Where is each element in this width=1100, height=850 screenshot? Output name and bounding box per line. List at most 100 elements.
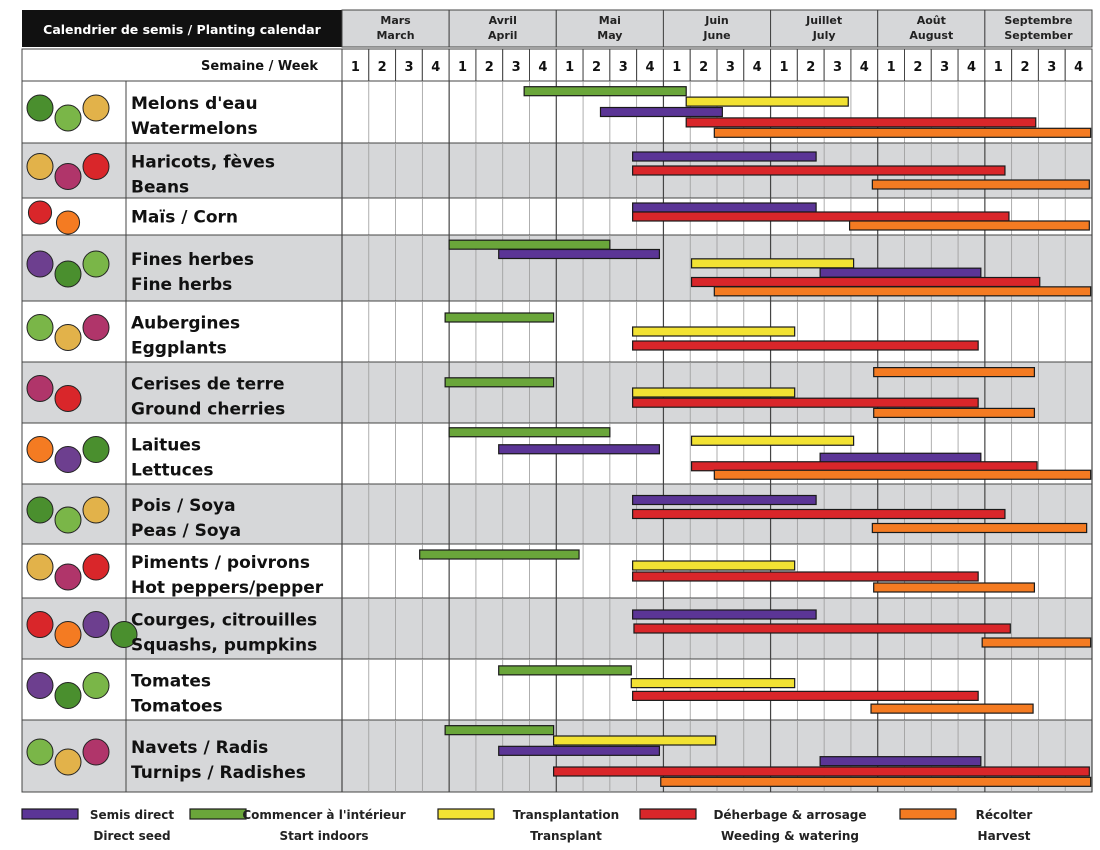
week-number: 1 (779, 60, 788, 75)
bar-weeding (553, 766, 1090, 777)
bar-weeding (632, 340, 979, 351)
week-number: 4 (431, 60, 440, 75)
week-number: 3 (833, 60, 842, 75)
week-number: 1 (887, 60, 896, 75)
physalis-icon (54, 385, 82, 412)
bar-direct-seed (819, 267, 982, 278)
crop-icons (26, 496, 110, 534)
crop-icons (26, 250, 110, 288)
legend-label-en: Start indoors (279, 829, 368, 843)
header-title-bg (22, 10, 342, 47)
spinach-icon (26, 738, 54, 766)
bar-transplant (553, 735, 717, 746)
week-label-bg (21, 48, 343, 82)
ground-cherry-icon (26, 375, 54, 402)
month-fr-label: Mai (599, 14, 621, 27)
label-layer: Melons d'eau Watermelons Haricots, fèves Be… (26, 94, 324, 783)
legend: Semis direct Direct seed Commencer à l'int… (21, 808, 1032, 843)
week-header-cell (1064, 48, 1093, 82)
legend-swatch-harvest (899, 808, 957, 820)
week-header-cell (448, 48, 477, 82)
crop-label-fr: Tomates (131, 672, 211, 692)
crop-icons (26, 314, 110, 351)
bar-harvest (713, 469, 1092, 480)
month-header-cell (662, 9, 772, 48)
bar-start-indoors (448, 427, 611, 438)
bar-direct-seed (632, 494, 817, 506)
week-number: 1 (565, 60, 574, 75)
week-label: Semaine / Week (201, 59, 318, 74)
bean-pod-icon (82, 496, 110, 524)
crop-icons (26, 375, 82, 412)
red-pepper-icon (82, 553, 110, 581)
bar-weeding (690, 461, 1038, 472)
bar-harvest (713, 286, 1092, 297)
cantaloupe-icon (82, 94, 110, 122)
acorn-squash-icon (110, 621, 138, 648)
bar-direct-seed (498, 248, 661, 260)
crop-row-bg (21, 300, 1093, 363)
pumpkin-icon (54, 621, 82, 648)
bar-weeding (632, 571, 979, 582)
turnip-icon (82, 738, 110, 766)
legend-swatch-weeding (639, 808, 697, 820)
bar-weeding (632, 508, 1006, 520)
week-number: 2 (592, 60, 601, 75)
bean-icon (26, 153, 54, 180)
bar-weeding (633, 623, 1011, 634)
crop-label-fr: Maïs / Corn (131, 208, 238, 228)
week-number: 4 (1074, 60, 1083, 75)
bar-start-indoors (444, 725, 555, 736)
bar-weeding (632, 211, 1010, 222)
week-number: 3 (1047, 60, 1056, 75)
watermelon-icon (26, 94, 54, 122)
week-number: 1 (994, 60, 1003, 75)
legend-label-en: Harvest (978, 829, 1031, 843)
month-header-cell (877, 9, 986, 48)
red-lettuce-icon (26, 436, 54, 463)
header-title: Calendrier de semis / Planting calendar (43, 22, 322, 37)
week-header-cell (475, 48, 504, 82)
crop-label-fr: Aubergines (131, 314, 240, 334)
bar-start-indoors (444, 312, 555, 323)
crop-label-fr: Laitues (131, 436, 201, 456)
week-number: 4 (538, 60, 547, 75)
crop-label-fr: Melons d'eau (131, 94, 258, 114)
popcorn-icon (55, 210, 81, 235)
radish-icon (54, 748, 82, 776)
week-number: 3 (726, 60, 735, 75)
kidney-bean-icon (82, 153, 110, 180)
week-number: 3 (940, 60, 949, 75)
legend-label-fr: Commencer à l'intérieur (242, 808, 405, 822)
week-header-cell (957, 48, 986, 82)
week-header-cell (555, 48, 584, 82)
month-header-cell (770, 9, 879, 48)
week-number: 4 (967, 60, 976, 75)
month-en-label: June (702, 29, 730, 42)
soy-pod-icon (54, 506, 82, 534)
bar-transplant (690, 435, 855, 446)
week-number: 4 (646, 60, 655, 75)
month-header-cell (448, 9, 557, 48)
bar-harvest (873, 582, 1036, 593)
bar-direct-seed (632, 151, 817, 162)
crop-label-en: Squashs, pumpkins (131, 636, 317, 656)
crop-label-fr: Cerises de terre (131, 375, 284, 395)
cherry-tomato-icon (54, 682, 82, 709)
round-eggplant-icon (82, 314, 110, 341)
week-number: 3 (619, 60, 628, 75)
month-header-cell (341, 9, 450, 48)
crop-label-en: Watermelons (131, 119, 258, 139)
legend-label-fr: Transplantation (513, 808, 619, 822)
legend-label-en: Weeding & watering (721, 829, 859, 843)
crop-label-en: Lettuces (131, 461, 213, 481)
bar-transplant (630, 678, 796, 689)
week-header-cell (368, 48, 397, 82)
crop-icons (26, 738, 110, 776)
bar-start-indoors (444, 377, 555, 388)
green-pepper-icon (54, 563, 82, 591)
bar-layer (419, 86, 1092, 787)
crop-label-fr: Navets / Radis (131, 738, 268, 758)
bar-harvest (981, 637, 1092, 648)
